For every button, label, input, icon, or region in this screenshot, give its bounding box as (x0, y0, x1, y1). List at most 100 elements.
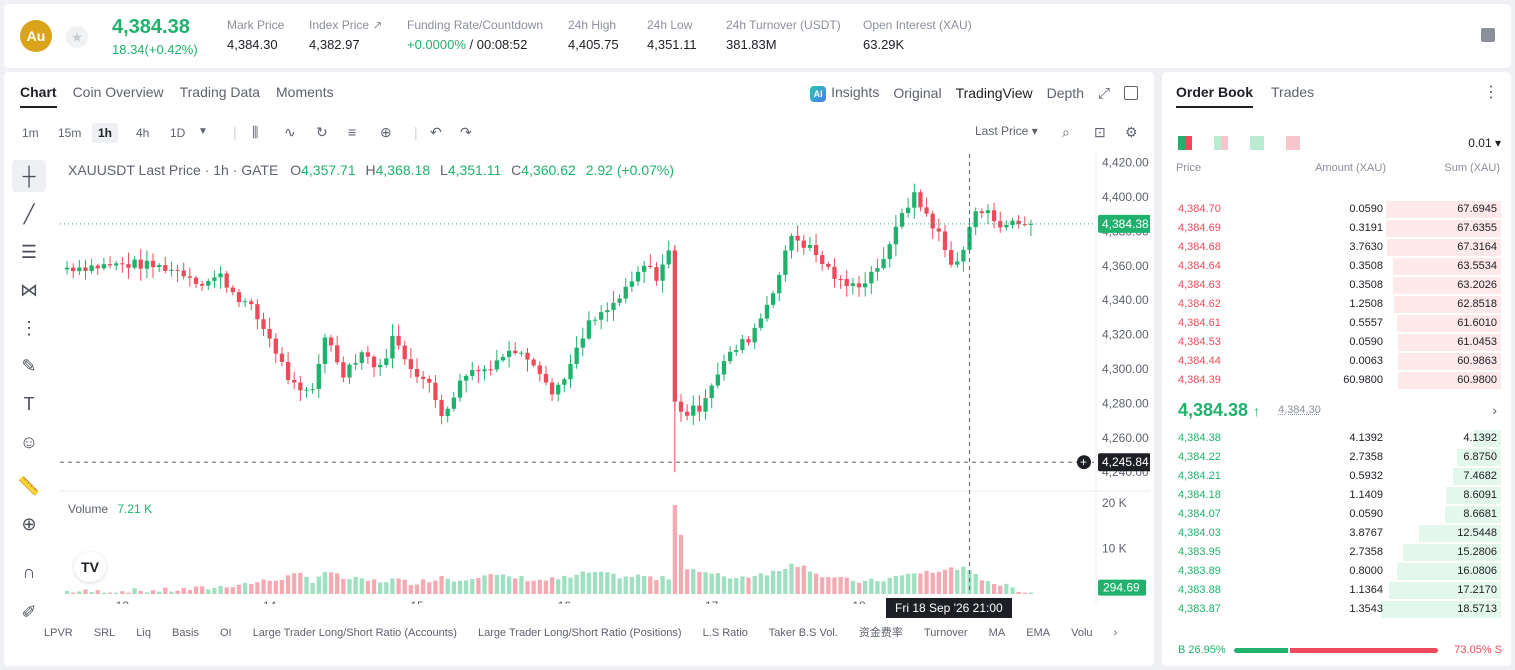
magnet-icon[interactable]: ∩ (22, 561, 36, 582)
timeframe-1h[interactable]: 1h (92, 123, 119, 143)
bid-row[interactable]: 4,384.21 0.5932 7.4682 (1162, 467, 1511, 486)
brush-icon[interactable]: ✎ (21, 355, 37, 376)
bid-row[interactable]: 4,383.89 0.8000 16.0806 (1162, 562, 1511, 581)
bid-row[interactable]: 4,384.38 4.1392 4.1392 (1162, 429, 1511, 448)
volume-bar (617, 578, 622, 594)
indicator-item[interactable]: Liq (136, 627, 151, 639)
undo-icon[interactable]: ↶ (430, 124, 442, 140)
fib-icon[interactable]: ⋮ (20, 317, 38, 338)
horizontal-lines-icon[interactable]: ☰ (20, 241, 38, 262)
tab-tradingview[interactable]: TradingView (955, 85, 1033, 101)
timeframe-1m[interactable]: 1m (22, 126, 39, 140)
timeframe-1d[interactable]: 1D (170, 126, 186, 140)
tradingview-logo: TV (74, 552, 106, 582)
window-icon[interactable] (1124, 86, 1138, 100)
ask-row[interactable]: 4,384.63 0.3508 63.2026 (1162, 276, 1511, 295)
lock-pen-icon[interactable]: ✐ (21, 601, 37, 622)
candle-type-icon[interactable]: ⫼ (252, 124, 259, 140)
bid-row[interactable]: 4,383.88 1.1364 17.2170 (1162, 581, 1511, 600)
indicator-item[interactable]: SRL (93, 627, 116, 639)
ask-sum: 67.3164 (1457, 241, 1497, 253)
bid-row[interactable]: 4,384.03 3.8767 12.5448 (1162, 524, 1511, 543)
bid-row[interactable]: 4,384.18 1.1409 8.6091 (1162, 486, 1511, 505)
tab-trading-data[interactable]: Trading Data (179, 84, 261, 100)
ask-row[interactable]: 4,384.70 0.0590 67.6945 (1162, 200, 1511, 219)
camera-icon[interactable]: ⊡ (1094, 124, 1106, 140)
tab-depth[interactable]: Depth (1046, 85, 1084, 101)
stat-index-price[interactable]: Index Price ↗ 4,382.97 (309, 18, 382, 52)
volume-bar (629, 577, 635, 594)
candle-body (463, 375, 469, 381)
chevron-right-icon[interactable]: › (1113, 627, 1118, 639)
tab-trades[interactable]: Trades (1271, 84, 1315, 100)
indicator-item[interactable]: Large Trader Long/Short Ratio (Accounts) (252, 627, 457, 639)
candle-body (500, 356, 506, 361)
indicator-item[interactable]: Turnover (923, 627, 968, 639)
crosshair-icon[interactable]: ┼ (12, 160, 46, 192)
trendline-icon[interactable]: ╱ (23, 203, 35, 224)
insights-button[interactable]: AI Insights (810, 84, 879, 102)
candlestick-chart[interactable]: 4,420.004,400.004,380.004,360.004,340.00… (60, 154, 1150, 604)
favorite-star-icon[interactable]: ★ (66, 26, 88, 48)
tab-moments[interactable]: Moments (276, 84, 334, 100)
price-type-select[interactable]: Last Price ▾ (975, 124, 1038, 138)
indicator-item[interactable]: Basis (172, 627, 199, 639)
templates-icon[interactable]: ≡ (348, 124, 357, 140)
redo-icon[interactable]: ↷ (460, 124, 472, 140)
asks-only-view-icon[interactable] (1286, 136, 1302, 150)
indicator-item[interactable]: L.S Ratio (702, 627, 748, 639)
ask-row[interactable]: 4,384.64 0.3508 63.5534 (1162, 257, 1511, 276)
bids-only-view-icon[interactable] (1250, 136, 1266, 150)
timeframe-4h[interactable]: 4h (136, 126, 150, 140)
emoji-icon[interactable]: ☺ (19, 431, 39, 452)
indicator-item[interactable]: 资金费率 (858, 627, 903, 639)
bid-row[interactable]: 4,383.87 1.3543 18.5713 (1162, 600, 1511, 619)
precision-select[interactable]: 0.01 ▾ (1468, 136, 1501, 150)
more-options-icon[interactable]: ⋮ (1483, 84, 1499, 101)
candle-body (476, 370, 481, 372)
tab-coin-overview[interactable]: Coin Overview (72, 84, 164, 100)
chevron-right-icon[interactable]: › (1492, 402, 1497, 418)
ask-row[interactable]: 4,384.68 3.7630 67.3164 (1162, 238, 1511, 257)
expand-icon[interactable]: ⤢ (1097, 84, 1110, 102)
tab-order-book[interactable]: Order Book (1176, 84, 1254, 108)
indicator-item[interactable]: MA (988, 627, 1006, 639)
guide-book-icon[interactable] (1481, 28, 1495, 42)
candle-body (899, 213, 905, 227)
indicator-item[interactable]: Taker B.S Vol. (768, 627, 838, 639)
both-sides-view-icon[interactable] (1178, 136, 1194, 150)
bid-row[interactable]: 4,383.95 2.7358 15.2806 (1162, 543, 1511, 562)
indicator-item[interactable]: OI (220, 627, 232, 639)
tab-chart[interactable]: Chart (20, 84, 57, 108)
candle-body (494, 360, 499, 370)
indicator-item[interactable]: Volu (1071, 627, 1093, 639)
replay-icon[interactable]: ↻ (316, 124, 328, 140)
volume-bar (224, 587, 229, 594)
ask-row[interactable]: 4,384.61 0.5557 61.6010 (1162, 314, 1511, 333)
search-icon[interactable]: ⌕ (1062, 124, 1070, 140)
ruler-icon[interactable]: 📏 (17, 475, 41, 496)
indicator-item[interactable]: LPVR (44, 627, 73, 639)
tab-original[interactable]: Original (893, 85, 942, 101)
ask-row[interactable]: 4,384.69 0.3191 67.6355 (1162, 219, 1511, 238)
timeframe-15m[interactable]: 15m (58, 126, 82, 140)
bid-row[interactable]: 4,384.07 0.0590 8.6681 (1162, 505, 1511, 524)
pattern-icon[interactable]: ⋈ (20, 279, 38, 300)
ask-row[interactable]: 4,384.62 1.2508 62.8518 (1162, 295, 1511, 314)
bid-row[interactable]: 4,384.22 2.7358 6.8750 (1162, 448, 1511, 467)
ask-row[interactable]: 4,384.44 0.0063 60.9863 (1162, 352, 1511, 371)
ask-row[interactable]: 4,384.39 60.9800 60.9800 (1162, 371, 1511, 390)
add-alert-icon[interactable]: ⊕ (380, 124, 392, 140)
volume-bar (451, 581, 456, 594)
ask-row[interactable]: 4,384.53 0.0590 61.0453 (1162, 333, 1511, 352)
indicator-item[interactable]: EMA (1026, 627, 1051, 639)
text-icon[interactable]: T (23, 393, 35, 414)
indicator-item[interactable]: Large Trader Long/Short Ratio (Positions… (477, 627, 682, 639)
asks-bids-view-icon[interactable] (1214, 136, 1230, 150)
depth-bar (1393, 258, 1501, 275)
zoom-in-icon[interactable]: ⊕ (21, 513, 37, 534)
chart-view-tabs: AI Insights Original TradingView Depth ⤢ (810, 84, 1138, 102)
indicators-icon[interactable]: ∿ (284, 124, 296, 140)
timeframe-dropdown-icon[interactable]: ▼ (198, 126, 208, 137)
gear-icon[interactable]: ⚙ (1125, 124, 1138, 140)
